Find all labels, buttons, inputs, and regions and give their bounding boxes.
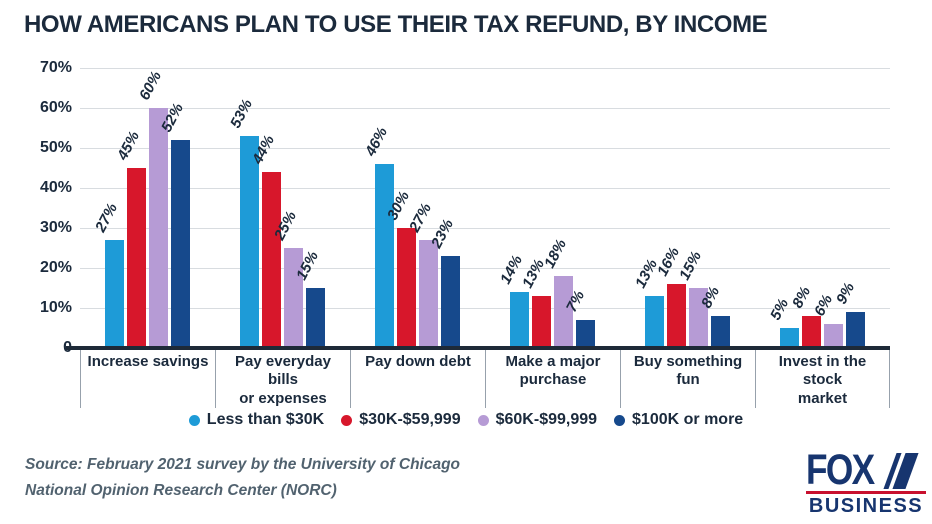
bar-value-label: 8% <box>788 283 815 311</box>
bar-group: 14% 13% 18% 7% <box>485 68 620 348</box>
bar: 13% <box>632 257 664 348</box>
bar-group: 13% 16% 15% 8% <box>620 68 755 348</box>
bar: 46% <box>362 125 394 348</box>
logo-red-divider <box>806 491 926 494</box>
bar: 30% <box>384 189 416 348</box>
legend-label: $30K-$59,999 <box>359 411 461 428</box>
gridline <box>80 68 890 69</box>
bar: 15% <box>676 249 708 348</box>
bar: 8% <box>698 284 730 348</box>
bar: 52% <box>158 101 190 348</box>
legend-swatch-icon <box>614 414 626 426</box>
fox-business-logo: FOX BUSINESS <box>806 449 926 518</box>
chart-title: HOW AMERICANS PLAN TO USE THEIR TAX REFU… <box>24 11 768 38</box>
fox-logo-row: FOX <box>806 446 926 494</box>
category-label: Buy something fun <box>620 350 755 408</box>
bar-value-label: 18% <box>540 236 571 271</box>
gridline <box>80 108 890 109</box>
bar-value-label: 5% <box>766 295 793 323</box>
bar: 6% <box>811 292 843 348</box>
bar-value-label: 52% <box>157 100 188 135</box>
bar-value-label: 23% <box>427 216 458 251</box>
bar: 60% <box>136 69 168 348</box>
category-label: Make a major purchase <box>485 350 620 408</box>
gridline <box>80 228 890 229</box>
legend-item: $30K-$59,999 <box>341 411 461 429</box>
source-line-2: National Opinion Research Center (NORC) <box>25 482 337 500</box>
x-axis-line <box>66 346 890 350</box>
legend: Less than $30K $30K-$59,999 $60K-$99,999 $1… <box>0 411 932 429</box>
plot-area: 27% 45% 60% 52% 53% 44% 25% 15% 46% 30% 27% 23% 14% 1… <box>80 68 890 348</box>
y-tick-label: 10% <box>39 299 72 316</box>
legend-swatch-icon <box>341 414 353 426</box>
bar-group: 46% 30% 27% 23% <box>350 68 485 348</box>
fox-wordmark: FOX <box>806 446 875 494</box>
bar-group: 5% 8% 6% 9% <box>755 68 890 348</box>
legend-label: $60K-$99,999 <box>495 411 598 428</box>
bar-value-label: 46% <box>361 124 392 159</box>
legend-item: $60K-$99,999 <box>477 411 598 429</box>
bar: 7% <box>563 288 595 348</box>
gridline <box>80 188 890 189</box>
gridline <box>80 148 890 149</box>
bar: 25% <box>271 209 303 348</box>
category-label: Increase savings <box>80 350 215 408</box>
bar-group: 27% 45% 60% 52% <box>80 68 215 348</box>
category-label: Pay down debt <box>350 350 485 408</box>
bar-value-label: 13% <box>631 256 662 291</box>
category-label: Invest in the stock market <box>755 350 890 408</box>
gridline <box>80 308 890 309</box>
bar: 16% <box>654 245 686 348</box>
legend-item: Less than $30K <box>188 411 325 429</box>
bar-value-label: 60% <box>135 68 166 103</box>
legend-item: $100K or more <box>614 411 743 429</box>
y-tick-label: 70% <box>39 59 72 76</box>
y-tick-label: 30% <box>39 219 72 236</box>
x-axis-labels: Increase savings Pay everyday bills or exp… <box>80 350 890 408</box>
bar-value-label: 27% <box>405 200 436 235</box>
bar: 23% <box>428 217 460 348</box>
y-tick-label: 60% <box>39 99 72 116</box>
legend-swatch-icon <box>477 414 489 426</box>
bar: 18% <box>541 237 573 348</box>
bar: 5% <box>767 296 799 348</box>
bar-value-label: 53% <box>226 96 257 131</box>
y-tick-label: 20% <box>39 259 72 276</box>
bar: 13% <box>519 257 551 348</box>
legend-label: $100K or more <box>632 411 744 428</box>
bar-value-label: 45% <box>113 128 144 163</box>
gridline <box>80 268 890 269</box>
y-tick-label: 40% <box>39 179 72 196</box>
legend-label: Less than $30K <box>206 411 325 428</box>
legend-swatch-icon <box>188 414 200 426</box>
bar-value-label: 6% <box>810 291 837 319</box>
source-note: Source: February 2021 survey by the Univ… <box>25 452 460 505</box>
source-line-1: Source: February 2021 survey by the Univ… <box>25 456 461 473</box>
y-tick-label: 0 <box>0 338 72 358</box>
y-tick-label: 50% <box>39 139 72 156</box>
bar-value-label: 27% <box>91 200 122 235</box>
bar: 9% <box>833 280 865 348</box>
bar: 53% <box>227 97 259 348</box>
bar-value-label: 9% <box>832 279 859 307</box>
bar: 14% <box>497 253 529 348</box>
bar-group: 53% 44% 25% 15% <box>215 68 350 348</box>
bar: 44% <box>249 133 281 348</box>
category-label: Pay everyday bills or expenses <box>215 350 350 408</box>
bar: 15% <box>293 249 325 348</box>
bar: 27% <box>406 201 438 348</box>
bar: 27% <box>92 201 124 348</box>
bar: 45% <box>114 129 146 348</box>
bar: 8% <box>789 284 821 348</box>
business-wordmark: BUSINESS <box>808 495 924 517</box>
